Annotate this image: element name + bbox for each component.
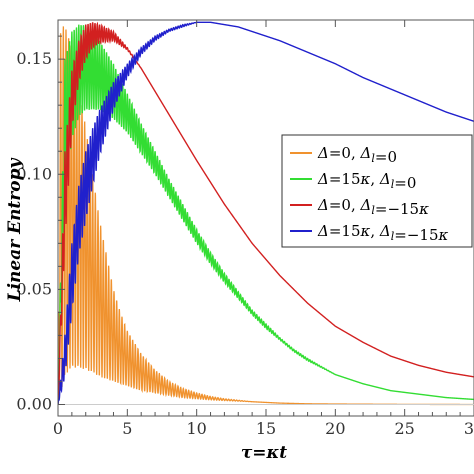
legend-label-1: Δ=0, Δl=0 [317,144,397,166]
series-line-3 [58,21,474,405]
axis-ticks: 0 5 10 15 20 25 30 0.00 0.05 0.10 0.15 [16,20,474,438]
legend: Δ=0, Δl=0 Δ=15κ, Δl=0 Δ=0, Δl=−15κ Δ=15κ, Δ… [281,134,473,248]
y-axis-title: Linear Entropy [5,158,25,303]
x-axis-title: τ=κt [241,443,287,463]
x-tick-label: 10 [186,419,206,438]
series-line-2 [58,24,474,405]
legend-label-2: Δ=15κ, Δl=0 [317,170,416,192]
x-tick-label: 30 [464,419,474,438]
legend-label-3: Δ=0, Δl=−15κ [317,196,429,218]
y-tick-label: 0.10 [16,164,52,183]
legend-box [281,134,473,248]
y-tick-label: 0.05 [16,279,52,298]
y-tick-label: 0.00 [16,394,52,413]
x-tick-label: 0 [53,419,63,438]
legend-label-4: Δ=15κ, Δl=−15κ [317,222,449,244]
y-tick-label: 0.15 [16,49,52,68]
series-line-4 [58,21,474,405]
x-tick-label: 25 [394,419,414,438]
x-tick-label: 5 [122,419,132,438]
x-tick-label: 15 [256,419,276,438]
x-tick-label: 20 [325,419,345,438]
